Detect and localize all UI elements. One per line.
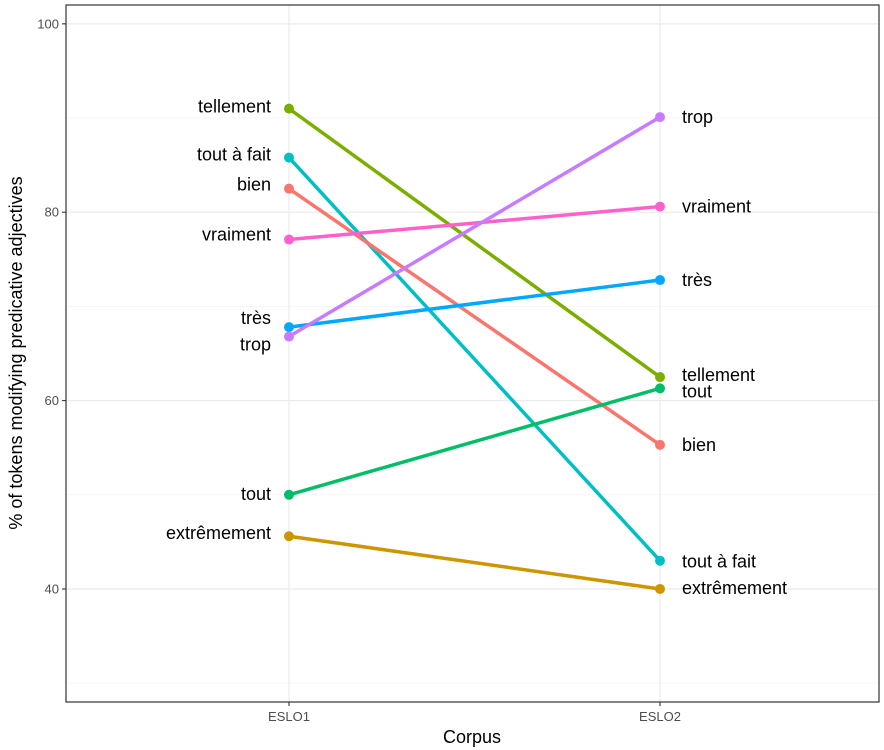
series-line (287, 156, 662, 562)
data-point (284, 489, 294, 500)
series-label-left: tout (241, 484, 271, 504)
x-tick-label: ESLO1 (268, 709, 310, 724)
series-label-right: très (682, 270, 712, 290)
series-label-right: extrêmement (682, 578, 787, 598)
panel-border (65, 4, 880, 703)
data-point (655, 383, 665, 394)
series-label-left: tellement (198, 97, 271, 117)
series-label-right: trop (682, 107, 713, 127)
series-labels: tellement tellement tout à fait tout à fait… (166, 97, 787, 598)
data-point (655, 555, 665, 566)
data-point (284, 234, 294, 245)
series-line (287, 107, 662, 379)
series-line (288, 278, 661, 329)
series-line (288, 386, 661, 497)
x-axis-title: Corpus (443, 727, 501, 747)
data-point (655, 372, 665, 383)
y-tick-label: 100 (37, 16, 59, 31)
data-point (655, 112, 665, 123)
x-axis-ticks: ESLO1 ESLO2 (268, 702, 681, 724)
data-point (284, 183, 294, 194)
series-line (288, 204, 661, 242)
data-point (655, 583, 665, 594)
panel-background (66, 5, 879, 702)
series-label-right: bien (682, 435, 716, 455)
y-axis-ticks: 40 60 80 100 (37, 16, 66, 596)
data-point (655, 275, 665, 286)
series-line (288, 534, 661, 591)
series-label-left: extrêmement (166, 523, 271, 543)
y-tick-label: 60 (45, 393, 59, 408)
series-line (288, 115, 661, 339)
series-lines (287, 107, 662, 591)
data-point (655, 439, 665, 450)
data-point (284, 103, 294, 114)
data-point (284, 322, 294, 333)
series-label-left: vraiment (202, 225, 271, 245)
series-label-right: tout (682, 381, 712, 401)
series-label-right: tout à fait (682, 552, 756, 572)
series-label-left: bien (237, 175, 271, 195)
series-label-left: trop (240, 335, 271, 355)
series-label-left: très (241, 308, 271, 328)
y-tick-label: 80 (45, 205, 59, 220)
data-point (284, 331, 294, 342)
data-point (284, 531, 294, 542)
series-label-left: tout à fait (197, 145, 271, 165)
y-axis-title: % of tokens modifying predicative adject… (6, 176, 26, 529)
series-label-right: tellement (682, 365, 755, 385)
x-tick-label: ESLO2 (639, 709, 681, 724)
y-tick-label: 40 (45, 581, 59, 596)
series-label-right: vraiment (682, 197, 751, 217)
series-points (284, 103, 665, 594)
data-point (284, 152, 294, 163)
data-point (655, 201, 665, 212)
series-line (288, 187, 661, 447)
